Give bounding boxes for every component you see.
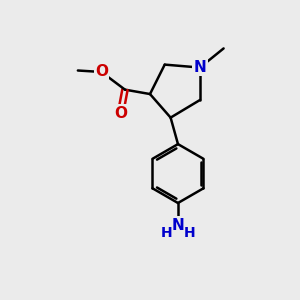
Text: N: N — [194, 60, 206, 75]
Text: N: N — [172, 218, 184, 232]
Text: O: O — [95, 64, 108, 80]
Text: O: O — [114, 106, 127, 121]
Text: H: H — [183, 226, 195, 240]
Text: H: H — [161, 226, 172, 240]
